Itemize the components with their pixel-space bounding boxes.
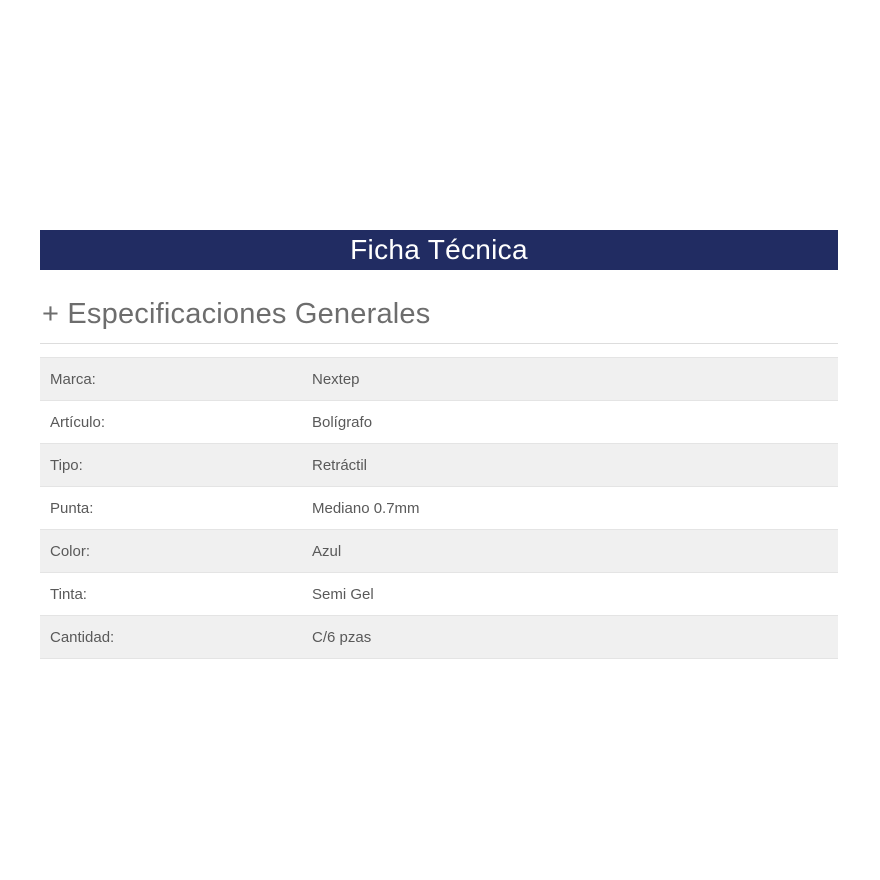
spec-value-tipo: Retráctil [312,456,368,474]
spec-row-tipo: Tipo: Retráctil [40,444,838,487]
spec-table: Marca: Nextep Artículo: Bolígrafo Tipo: … [40,357,838,659]
spec-label-tinta: Tinta: [50,585,87,603]
spec-value-articulo: Bolígrafo [312,413,373,431]
spec-row-marca: Marca: Nextep [40,358,838,401]
spec-row-punta: Punta: Mediano 0.7mm [40,487,838,530]
spec-row-color: Color: Azul [40,530,838,573]
spec-label-color: Color: [50,542,91,560]
spec-label-articulo: Artículo: [50,413,106,431]
ficha-tecnica-title: Ficha Técnica [350,234,528,265]
especificaciones-generales-heading[interactable]: + Especificaciones Generales [40,292,838,344]
spec-label-cantidad: Cantidad: [50,628,115,646]
spec-label-marca: Marca: [50,370,96,388]
ficha-tecnica-header-bar: Ficha Técnica [40,230,838,270]
spec-row-articulo: Artículo: Bolígrafo [40,401,838,444]
product-spec-sheet: Ficha Técnica + Especificaciones General… [40,230,838,659]
spec-value-cantidad: C/6 pzas [312,628,372,646]
spec-label-tipo: Tipo: [50,456,83,474]
spec-value-punta: Mediano 0.7mm [312,499,420,517]
spec-row-cantidad: Cantidad: C/6 pzas [40,616,838,659]
spec-label-punta: Punta: [50,499,94,517]
spec-value-color: Azul [312,542,342,560]
spec-row-tinta: Tinta: Semi Gel [40,573,838,616]
spec-value-tinta: Semi Gel [312,585,374,603]
spec-value-marca: Nextep [312,370,360,388]
